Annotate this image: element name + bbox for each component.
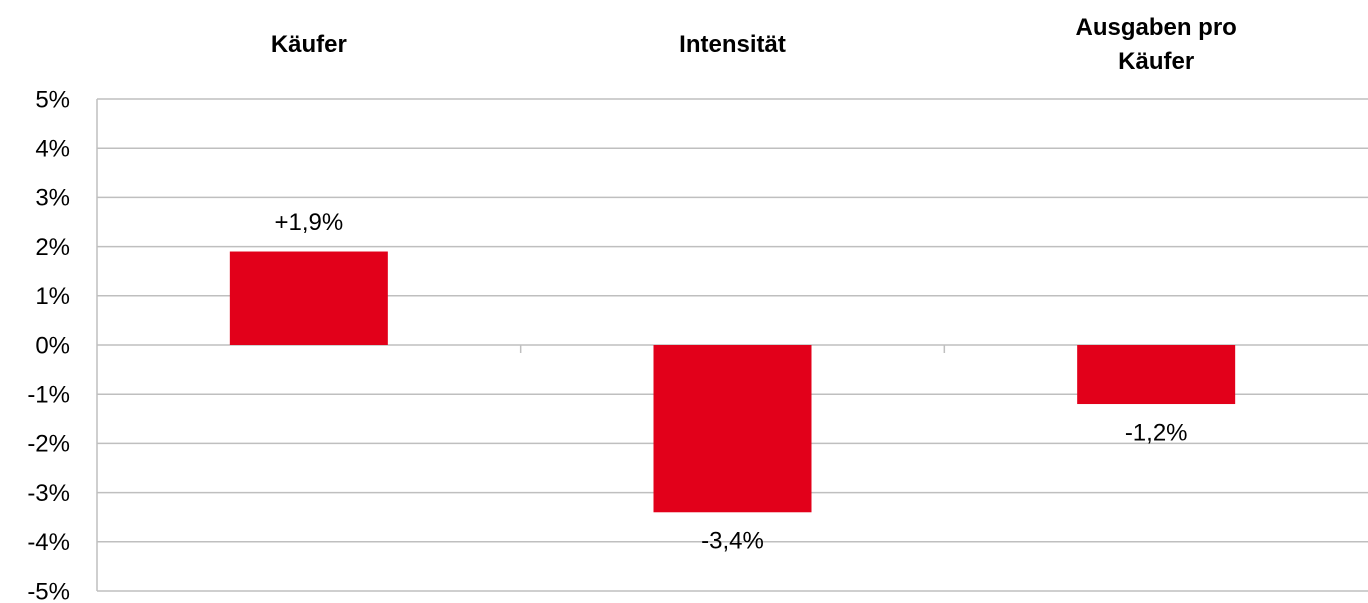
bar [1077,345,1236,405]
category-label: Ausgaben pro Käufer [1075,14,1237,75]
category-label: Käufer [270,31,347,58]
y-tick-label: -1% [27,382,70,409]
y-tick-label: 2% [35,234,70,261]
value-label: -1,2% [1125,419,1188,446]
y-tick-label: -5% [27,578,70,603]
value-label: +1,9% [274,209,343,236]
y-tick-label: 3% [35,185,70,212]
category-label: Intensität [679,31,786,58]
y-tick-label: 4% [35,136,70,163]
bar [229,251,388,345]
y-tick-label: 0% [35,332,70,359]
value-label: -3,4% [701,528,764,555]
y-tick-label: -3% [27,480,70,507]
y-tick-label: -4% [27,529,70,556]
y-tick-label: 5% [35,86,70,113]
y-tick-label: 1% [35,283,70,310]
y-tick-label: -2% [27,431,70,458]
bar [653,345,812,513]
